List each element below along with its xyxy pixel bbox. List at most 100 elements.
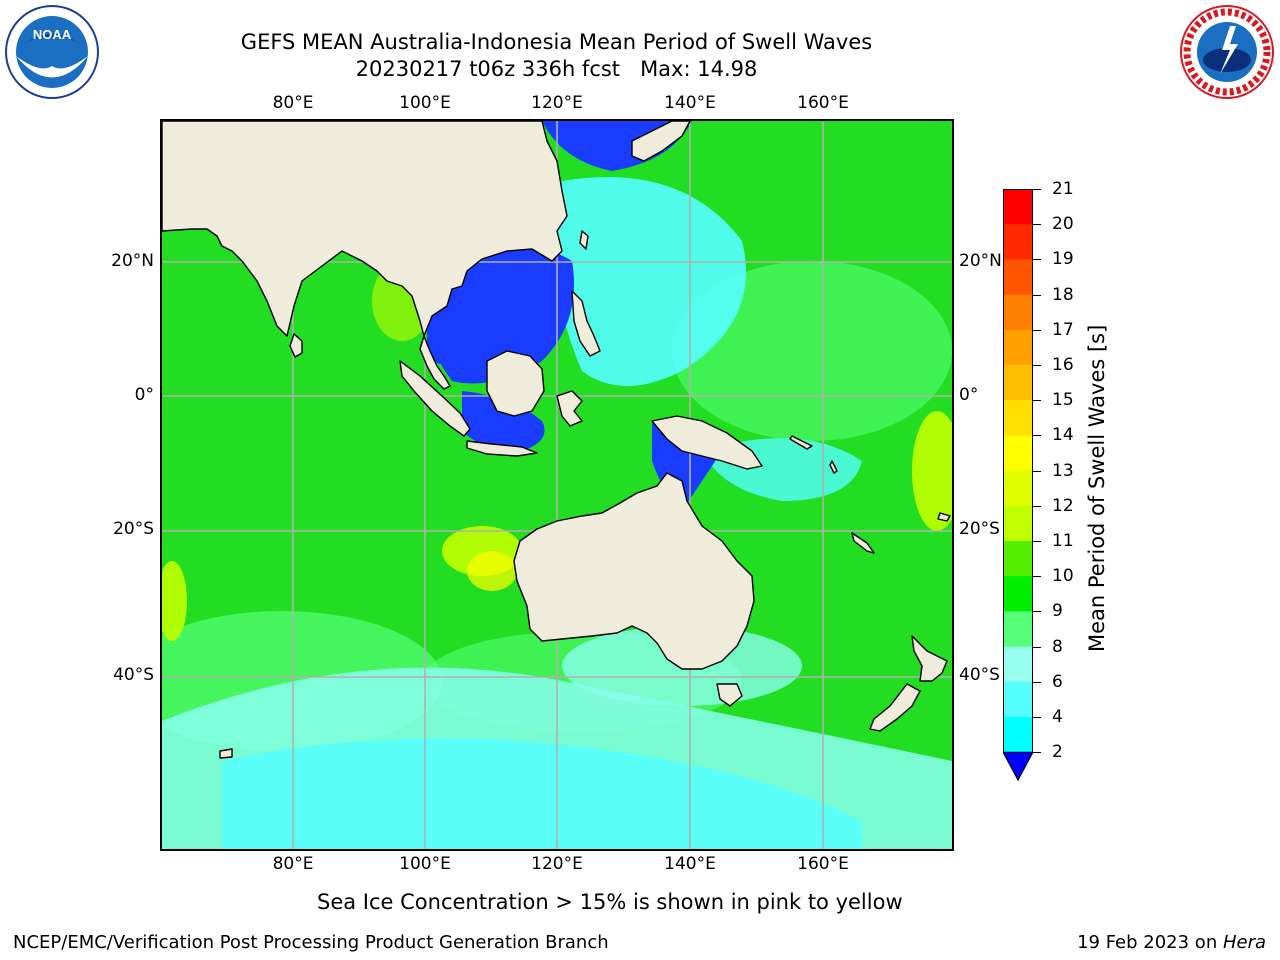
land-japan	[631, 121, 691, 162]
colorbar-segment	[1003, 224, 1033, 260]
colorbar-tick-label: 11	[1052, 531, 1074, 551]
footer-host: Hera	[1222, 932, 1266, 953]
land-new-caledonia	[851, 532, 875, 554]
colorbar-segment	[1003, 435, 1033, 472]
lon-label-bottom-100: 100°E	[399, 854, 451, 874]
lat-label-left-20n: 20°N	[111, 251, 154, 271]
land-solomon-islands	[789, 435, 813, 450]
colorbar-tick-label: 12	[1052, 495, 1074, 516]
colorbar-tick-label: 20	[1052, 214, 1074, 235]
ocean-cyan-band-south-inner	[222, 738, 862, 849]
colorbar-tick-label: 13	[1052, 460, 1074, 481]
land-philippines	[571, 290, 601, 357]
colorbar-segment	[1003, 505, 1033, 542]
colorbar-tick-mark	[1033, 365, 1041, 366]
lon-label-bottom-160: 160°E	[797, 854, 849, 874]
land	[162, 121, 951, 759]
colorbar-tick-mark	[1033, 576, 1041, 578]
ocean-yellow-green-patch	[162, 561, 187, 641]
noaa-logo-text: NOAA	[33, 27, 72, 42]
footer-credit: NCEP/EMC/Verification Post Processing Pr…	[13, 932, 609, 953]
colorbar-tick-mark	[1033, 435, 1041, 437]
colorbar-label: Mean Period of Swell Waves [s]	[1085, 324, 1109, 652]
colorbar-tick-mark	[1033, 224, 1041, 226]
colorbar-segment	[1003, 576, 1033, 612]
lat-label-left-40s: 40°S	[113, 665, 154, 685]
lat-label-right-20s: 20°S	[959, 519, 1000, 539]
colorbar-tick-label: 15	[1052, 390, 1074, 411]
colorbar-tick-label: 4	[1052, 707, 1063, 727]
colorbar-tick-mark	[1033, 611, 1041, 613]
land-nz-north	[911, 635, 948, 682]
colorbar-tick-label: 18	[1052, 284, 1074, 305]
colorbar-segment	[1003, 681, 1033, 718]
colorbar-segment	[1003, 717, 1033, 753]
colorbar-tick-mark	[1033, 400, 1041, 402]
colorbar-tick-label: 21	[1052, 179, 1074, 199]
colorbar-extend-min	[1002, 751, 1034, 782]
colorbar-tick-mark	[1033, 541, 1041, 542]
noaa-logo: NOAA	[4, 4, 100, 100]
ocean-yellow-green-patch	[467, 551, 517, 591]
colorbar-tick-mark	[1033, 329, 1041, 331]
colorbar-tick-label: 9	[1052, 601, 1063, 622]
land-asia	[162, 121, 568, 337]
colorbar-tick-label: 17	[1052, 319, 1074, 340]
colorbar-segment	[1003, 365, 1033, 401]
land-sulawesi	[556, 390, 583, 427]
colorbar-segment	[1003, 294, 1033, 331]
land-vanuatu	[829, 460, 838, 474]
land-borneo	[486, 350, 545, 417]
colorbar-segment	[1003, 611, 1033, 648]
land-java	[466, 440, 538, 457]
colorbar-tick-mark	[1033, 505, 1041, 507]
colorbar-segment	[1003, 259, 1033, 296]
ocean-blue-south-china-sea	[429, 243, 574, 384]
colorbar-tick-mark	[1033, 646, 1041, 648]
colorbar-segment	[1003, 470, 1033, 507]
colorbar-tick-mark	[1033, 752, 1041, 754]
colorbar-tick-mark	[1033, 470, 1041, 472]
colorbar-segment	[1003, 541, 1033, 577]
footer-date: 19 Feb 2023 on Hera	[1077, 932, 1266, 953]
land-kerguelen	[219, 748, 233, 759]
colorbar-tick-mark	[1033, 259, 1041, 261]
lon-label-bottom-120: 120°E	[531, 854, 583, 874]
chart-title-line2: 20230217 t06z 336h fcst Max: 14.98	[355, 57, 758, 81]
colorbar-tick-label: 19	[1052, 249, 1074, 270]
colorbar-segment	[1003, 189, 1033, 225]
land-malay-peninsula	[419, 335, 451, 390]
lon-label-top-120: 120°E	[531, 93, 583, 113]
lon-label-top-140: 140°E	[664, 93, 716, 113]
colorbar-tick-label: 2	[1052, 742, 1063, 763]
land-taiwan	[579, 230, 589, 250]
lon-label-top-80: 80°E	[272, 93, 314, 113]
colorbar-tick-mark	[1033, 681, 1041, 683]
colorbar-tick-label: 14	[1052, 425, 1074, 446]
lat-label-right-0: 0°	[959, 385, 979, 405]
ocean-yellow-green-patch	[912, 411, 952, 531]
lat-label-left-0: 0°	[134, 385, 154, 405]
footer-date-text: 19 Feb 2023 on	[1077, 932, 1223, 953]
lat-label-right-20n: 20°N	[959, 251, 1002, 271]
lon-label-top-100: 100°E	[399, 93, 451, 113]
land-australia	[513, 472, 755, 670]
land-new-guinea	[651, 415, 763, 470]
lat-label-left-20s: 20°S	[113, 519, 154, 539]
swell-period-map	[160, 119, 954, 851]
colorbar	[1002, 188, 1034, 782]
colorbar-tick-mark	[1033, 189, 1041, 190]
colorbar-tick-label: 6	[1052, 671, 1063, 692]
land-sumatra	[399, 360, 471, 437]
nws-logo	[1178, 4, 1276, 100]
land-sri-lanka	[289, 333, 303, 358]
land-nz-south	[869, 683, 921, 732]
lon-label-bottom-140: 140°E	[664, 854, 716, 874]
chart-title-line1: GEFS MEAN Australia-Indonesia Mean Perio…	[240, 30, 873, 54]
colorbar-tick-label: 10	[1052, 566, 1074, 587]
ocean-blue-andaman	[427, 311, 452, 365]
land-tasmania	[716, 683, 743, 707]
colorbar-tick-mark	[1033, 294, 1041, 296]
colorbar-tick-mark	[1033, 717, 1041, 718]
colorbar-tick-label: 8	[1052, 636, 1063, 657]
